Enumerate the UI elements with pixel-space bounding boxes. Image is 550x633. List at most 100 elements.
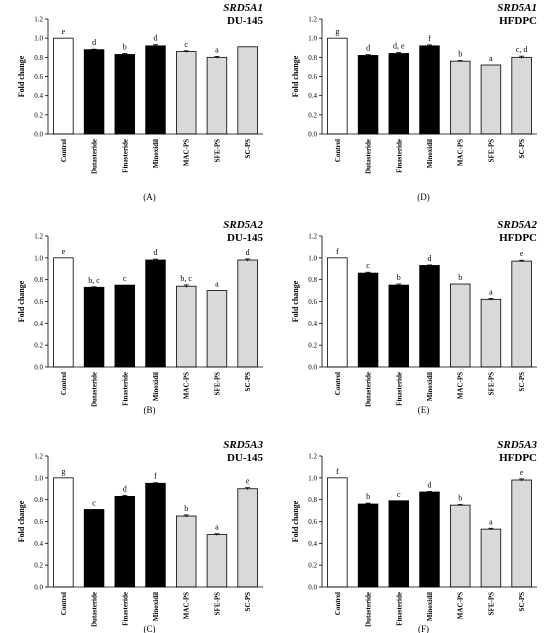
bar-dutasteride [83, 509, 105, 588]
category-label: SC-PS [244, 592, 252, 612]
significance-letter: b [458, 493, 462, 502]
bar-sc-ps [511, 479, 532, 588]
bar-control [53, 257, 74, 368]
y-tick-label: 0.2 [308, 562, 317, 570]
cell-line-label: DU-145 [227, 452, 264, 464]
category-label: Dutasteride [365, 372, 373, 407]
bar-control [53, 477, 74, 588]
significance-letter: c [366, 261, 370, 270]
significance-letter: c [92, 498, 96, 507]
category-label: MAC-PS [183, 372, 191, 399]
panel-label: (B) [144, 405, 156, 415]
y-tick-label: 0.0 [34, 364, 43, 372]
bar-minoxidil [419, 265, 440, 368]
category-label: Control [60, 139, 68, 162]
bar-mac-ps [175, 515, 197, 588]
y-tick-label: 1.0 [34, 254, 43, 262]
y-axis-label: Fold change [291, 55, 300, 97]
significance-letter: f [428, 34, 431, 43]
category-label: SC-PS [518, 592, 526, 612]
gene-label: SRD5A2 [223, 219, 263, 231]
category-label: Minoxidil [152, 372, 160, 401]
panel-label: (C) [144, 624, 156, 633]
category-label: SC-PS [518, 372, 526, 392]
bar-sc-ps [237, 259, 258, 368]
bar-sfe-ps [206, 290, 228, 368]
category-label: MAC-PS [457, 372, 465, 399]
y-tick-label: 1.2 [34, 233, 43, 241]
significance-letter: f [336, 467, 339, 476]
significance-letter: e [62, 247, 66, 256]
gene-label: SRD5A1 [497, 2, 537, 14]
significance-letter: d [154, 34, 158, 43]
category-label: SFE-PS [213, 139, 221, 162]
bar-sc-ps [237, 488, 258, 588]
significance-letter: c [397, 490, 401, 499]
category-label: Finasteride [121, 139, 129, 173]
significance-letter: f [154, 472, 157, 481]
category-label: Control [334, 139, 342, 162]
significance-letter: d [92, 38, 96, 47]
significance-letter: b [123, 43, 127, 52]
significance-letter: d [428, 254, 432, 263]
bar-sfe-ps [480, 528, 502, 588]
bar-minoxidil [145, 45, 166, 135]
cell-line-label: HFDPC [499, 452, 537, 464]
y-axis-label: Fold change [291, 500, 300, 542]
y-tick-label: 0.4 [34, 320, 43, 328]
category-label: SC-PS [518, 139, 526, 159]
y-tick-label: 1.0 [34, 474, 43, 482]
y-tick-label: 1.0 [308, 35, 317, 43]
panel-label: (E) [418, 405, 430, 415]
y-tick-label: 0.2 [34, 342, 43, 350]
significance-letter: a [489, 517, 493, 526]
cell-line-label: DU-145 [227, 15, 264, 27]
bar-control [327, 257, 348, 368]
y-tick-label: 0.6 [34, 298, 43, 306]
category-label: MAC-PS [457, 592, 465, 619]
category-label: Dutasteride [365, 139, 373, 174]
cell-line-label: HFDPC [499, 15, 537, 27]
category-label: Minoxidil [426, 592, 434, 621]
gene-label: SRD5A3 [223, 439, 263, 451]
bar-sc-ps [237, 46, 258, 135]
y-axis-label: Fold change [17, 280, 26, 322]
significance-letter: g [61, 467, 65, 476]
panel-label: (D) [417, 192, 430, 202]
significance-letter: d [428, 480, 432, 489]
y-tick-label: 0.4 [308, 92, 317, 100]
y-tick-label: 0.6 [308, 73, 317, 81]
y-tick-label: 0.2 [34, 111, 43, 119]
bar-dutasteride [357, 55, 379, 135]
significance-letter: b [184, 504, 188, 513]
category-label: MAC-PS [183, 139, 191, 166]
bar-sfe-ps [480, 298, 502, 368]
bar-dutasteride [357, 503, 379, 588]
y-tick-label: 1.0 [308, 474, 317, 482]
bar-dutasteride [83, 49, 105, 135]
category-label: Dutasteride [365, 592, 373, 627]
bar-sc-ps [511, 56, 532, 135]
category-label: Control [60, 592, 68, 615]
significance-letter: e [246, 477, 250, 486]
category-label: MAC-PS [183, 592, 191, 619]
y-tick-label: 1.2 [308, 453, 317, 461]
bar-finasteride [114, 54, 136, 135]
category-label: Control [334, 372, 342, 395]
gene-label: SRD5A1 [223, 2, 263, 14]
cell-line-label: HFDPC [499, 232, 537, 244]
category-label: Minoxidil [152, 592, 160, 621]
bar-sfe-ps [206, 56, 228, 135]
category-label: Control [60, 372, 68, 395]
y-tick-label: 0.0 [308, 364, 317, 372]
y-tick-label: 0.8 [308, 276, 317, 284]
bar-control [327, 477, 348, 588]
category-label: Minoxidil [152, 139, 160, 168]
category-label: Minoxidil [426, 372, 434, 401]
y-tick-label: 0.8 [34, 496, 43, 504]
y-axis-label: Fold change [17, 500, 26, 542]
significance-letter: d, e [393, 42, 405, 51]
